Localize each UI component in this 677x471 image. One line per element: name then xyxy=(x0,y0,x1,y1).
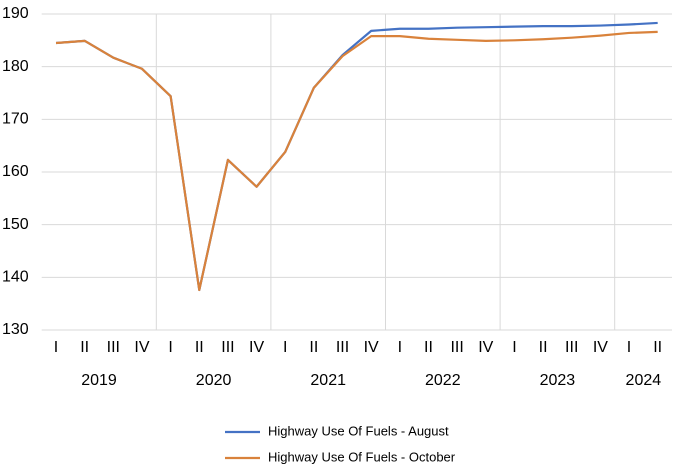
x-tick-label: IV xyxy=(364,339,379,356)
x-tick-label: II xyxy=(195,339,204,356)
x-tick-label: IV xyxy=(249,339,264,356)
y-tick-label: 130 xyxy=(2,321,29,338)
x-tick-label: I xyxy=(168,339,172,356)
x-tick-label: III xyxy=(107,339,120,356)
year-label: 2023 xyxy=(540,372,576,389)
legend: Highway Use Of Fuels - August Highway Use… xyxy=(225,423,456,464)
x-tick-label: IV xyxy=(478,339,493,356)
x-tick-label: II xyxy=(539,339,548,356)
x-tick-label: I xyxy=(54,339,58,356)
x-tick-label: III xyxy=(336,339,349,356)
x-tick-label: II xyxy=(309,339,318,356)
year-label: 2019 xyxy=(81,372,117,389)
legend-label: Highway Use Of Fuels - August xyxy=(268,423,449,438)
x-tick-label: IV xyxy=(134,339,149,356)
x-tick-label: III xyxy=(221,339,234,356)
y-tick-label: 170 xyxy=(2,111,29,128)
x-tick-label: II xyxy=(80,339,89,356)
x-tick-label: IV xyxy=(593,339,608,356)
x-tick-label: III xyxy=(565,339,578,356)
y-tick-label: 190 xyxy=(2,5,29,22)
x-tick-label: I xyxy=(512,339,516,356)
x-tick-label: I xyxy=(627,339,631,356)
year-label: 2021 xyxy=(310,372,346,389)
x-tick-label: II xyxy=(424,339,433,356)
x-tick-label: I xyxy=(398,339,402,356)
y-tick-label: 140 xyxy=(2,269,29,286)
series-line xyxy=(55,21,658,292)
x-tick-label: II xyxy=(653,339,662,356)
x-tick-label: III xyxy=(450,339,463,356)
year-label: 2024 xyxy=(626,372,662,389)
year-label: 2022 xyxy=(425,372,461,389)
series-line xyxy=(55,30,658,292)
y-tick-label: 150 xyxy=(2,216,29,233)
year-label: 2020 xyxy=(196,372,232,389)
x-tick-label: I xyxy=(283,339,287,356)
y-tick-label: 180 xyxy=(2,58,29,75)
y-tick-label: 160 xyxy=(2,163,29,180)
legend-label: Highway Use Of Fuels - October xyxy=(268,449,456,464)
